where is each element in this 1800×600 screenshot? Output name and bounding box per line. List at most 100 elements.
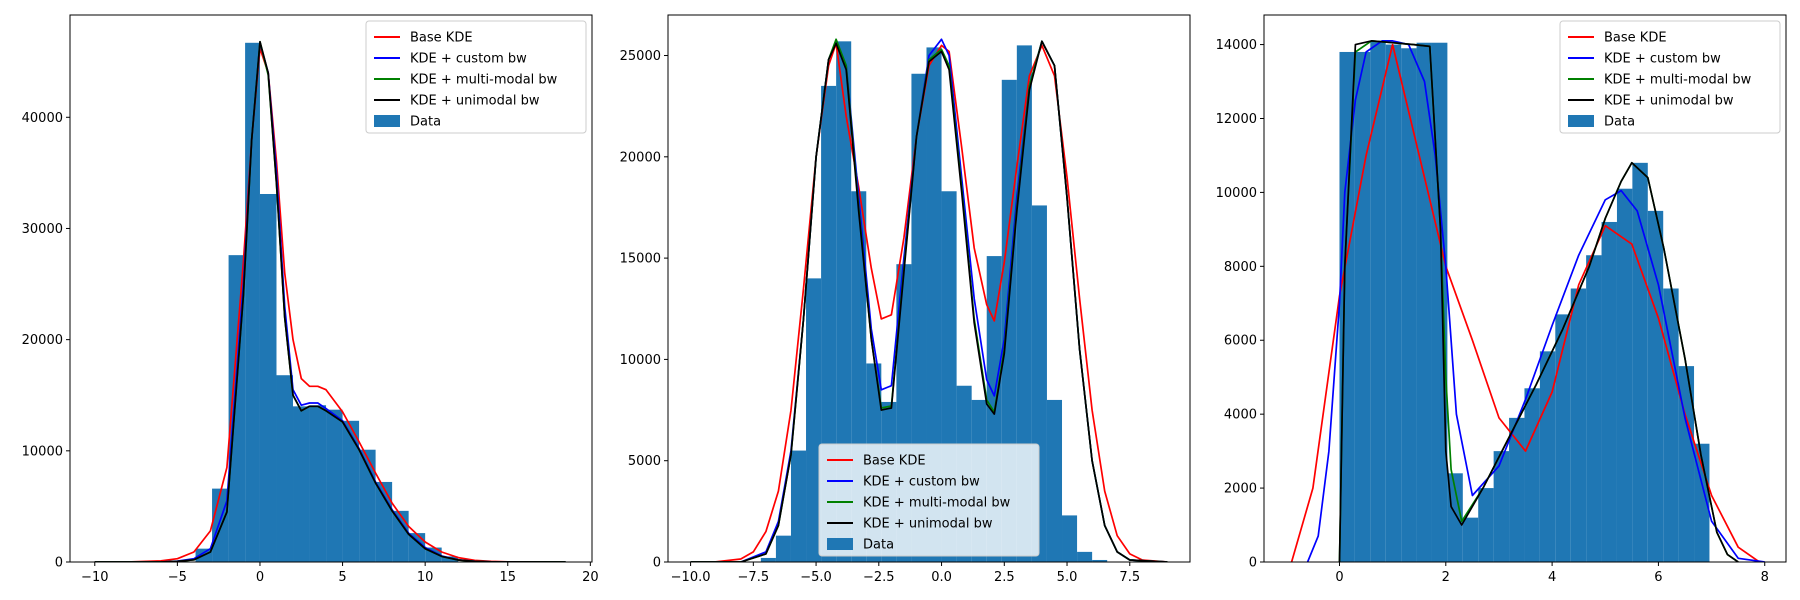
histogram-bar xyxy=(359,449,376,562)
histogram-bar xyxy=(790,450,807,562)
legend-swatch-data xyxy=(374,115,400,127)
histogram-bar xyxy=(408,533,426,562)
histogram-bar xyxy=(926,47,942,562)
x-tick-label: 10 xyxy=(417,570,434,585)
histogram-bar xyxy=(441,556,459,562)
legend-box xyxy=(818,443,1040,557)
y-tick-label: 14000 xyxy=(1216,38,1257,53)
histogram-bar xyxy=(806,278,822,562)
histogram-bar xyxy=(1678,366,1695,562)
histogram-bar xyxy=(1046,399,1063,562)
histogram-bar xyxy=(1478,488,1494,562)
x-tick-label: 8 xyxy=(1761,570,1769,585)
x-tick-label: 15 xyxy=(499,570,516,585)
histogram-bar xyxy=(342,420,360,562)
histogram-bar xyxy=(392,510,409,562)
histogram-bar xyxy=(1632,162,1648,562)
axes-frame xyxy=(1263,14,1787,563)
axes-frame xyxy=(69,14,593,563)
histogram-bar xyxy=(326,409,343,562)
x-tick-label: 5.0 xyxy=(1057,570,1078,585)
histogram-bar xyxy=(212,488,229,562)
histogram-bar xyxy=(760,557,776,562)
histogram-bar xyxy=(1555,314,1571,562)
histogram-bar xyxy=(1694,443,1710,562)
legend-swatch-data xyxy=(1568,115,1594,127)
y-tick-label: 25000 xyxy=(620,49,661,64)
y-tick-label: 20000 xyxy=(22,333,63,348)
x-tick-label: −10.0 xyxy=(671,570,711,585)
legend-label: KDE + multi-modal bw xyxy=(1604,73,1752,88)
histogram-bar xyxy=(276,375,294,562)
histogram-bar xyxy=(1586,255,1602,562)
legend-label: KDE + unimodal bw xyxy=(863,517,993,532)
histogram-bars xyxy=(1339,40,1710,562)
histogram-bar xyxy=(1663,288,1679,562)
histogram-bar xyxy=(836,41,852,562)
series-line-kde-unimodal-bw xyxy=(690,40,1168,562)
x-tick-label: −7.5 xyxy=(738,570,770,585)
histogram-bar xyxy=(1354,51,1371,562)
x-tick-label: −2.5 xyxy=(863,570,895,585)
histogram-bar xyxy=(293,406,310,562)
legend-box xyxy=(365,20,587,134)
y-tick-label: 30000 xyxy=(22,222,63,237)
legend-label: KDE + unimodal bw xyxy=(410,94,540,109)
x-tick-label: 2 xyxy=(1442,570,1450,585)
histogram-bar xyxy=(1339,51,1355,562)
histogram-bar xyxy=(1385,44,1402,562)
axes-frame xyxy=(667,14,1191,563)
legend-label: Base KDE xyxy=(863,454,926,469)
legend: Base KDE KDE + custom bw KDE + multi-modal… xyxy=(365,20,587,134)
histogram-bar xyxy=(1077,551,1093,562)
histogram-bar xyxy=(375,481,393,562)
histogram-bar xyxy=(1539,351,1556,562)
y-tick-label: 2000 xyxy=(1224,482,1257,497)
x-tick-label: 4 xyxy=(1548,570,1556,585)
chart-1: −10 −5 0 5 10 15 20 0 10000 20000 30000 40000 Base K… xyxy=(22,14,599,585)
legend-label: Data xyxy=(1604,115,1635,130)
legend-swatch-data xyxy=(827,538,853,550)
y-tick-label: 20000 xyxy=(620,150,661,165)
x-tick-label: 0 xyxy=(1335,570,1343,585)
x-tick-label: 20 xyxy=(582,570,599,585)
y-tick-label: 6000 xyxy=(1224,334,1257,349)
y-tick-label: 8000 xyxy=(1224,260,1257,275)
y-tick-label: 0 xyxy=(1249,556,1257,571)
legend-label: KDE + multi-modal bw xyxy=(410,73,558,88)
histogram-bar xyxy=(1462,517,1479,562)
series-line-kde-custom-bw xyxy=(1306,40,1765,562)
histogram-bar xyxy=(1092,559,1108,562)
legend-label: KDE + custom bw xyxy=(410,52,527,67)
histogram-bar xyxy=(775,535,791,562)
histogram-bar xyxy=(1062,515,1078,562)
histogram-bar xyxy=(1416,42,1432,562)
legend: Base KDE KDE + custom bw KDE + multi-modal… xyxy=(818,443,1040,557)
histogram-bar xyxy=(1493,451,1510,562)
y-tick-label: 10000 xyxy=(620,353,661,368)
y-tick-label: 12000 xyxy=(1216,112,1257,127)
histogram-bar xyxy=(1509,417,1525,562)
legend-label: KDE + multi-modal bw xyxy=(863,496,1011,511)
histogram-bar xyxy=(1601,221,1617,562)
y-tick-label: 15000 xyxy=(620,252,661,267)
histogram-bar xyxy=(259,193,277,562)
legend: Base KDE KDE + custom bw KDE + multi-modal… xyxy=(1559,20,1781,134)
histogram-bar xyxy=(1570,288,1587,562)
y-tick-label: 0 xyxy=(653,556,661,571)
histogram-bar xyxy=(309,405,327,562)
histogram-bar xyxy=(1401,48,1417,562)
histogram-bar xyxy=(1431,42,1448,562)
legend-label: Base KDE xyxy=(1604,31,1667,46)
legend-label: Base KDE xyxy=(410,31,473,46)
histogram-bar xyxy=(821,85,837,562)
histogram-bar xyxy=(1447,473,1463,562)
series-line-kde-unimodal-bw xyxy=(94,40,566,562)
x-tick-label: 7.5 xyxy=(1119,570,1140,585)
legend-label: Data xyxy=(863,538,894,553)
legend-label: KDE + unimodal bw xyxy=(1604,94,1734,109)
x-tick-label: −10 xyxy=(81,570,108,585)
x-tick-label: −5 xyxy=(168,570,187,585)
y-tick-label: 4000 xyxy=(1224,408,1257,423)
histogram-bar xyxy=(911,73,927,562)
